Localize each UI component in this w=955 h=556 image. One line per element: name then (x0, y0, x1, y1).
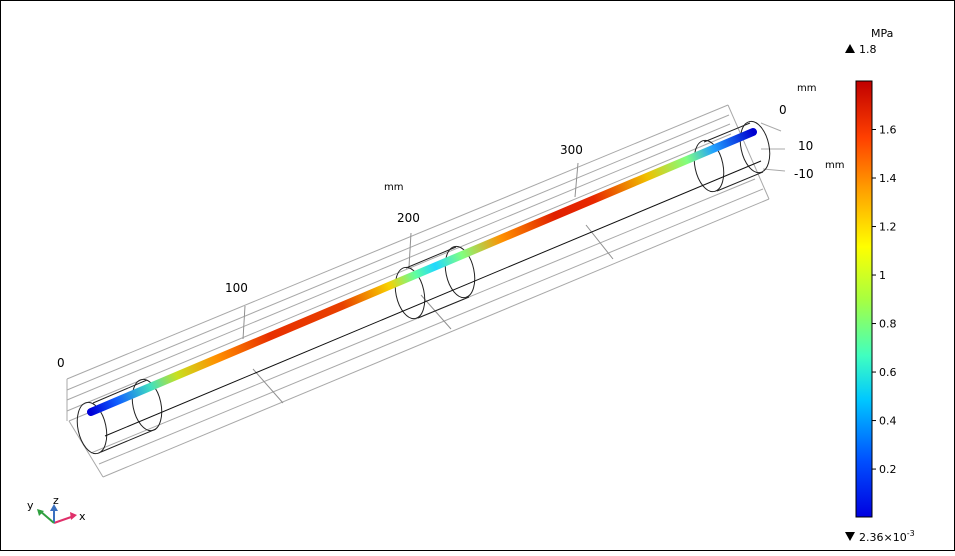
legend-tick-label: 0.8 (879, 318, 897, 331)
triad-y-label: y (27, 499, 34, 512)
legend-tick-label: 0.4 (879, 415, 897, 428)
x-axis-ticks (242, 162, 614, 404)
legend-tick-label: 0.6 (879, 366, 897, 379)
z-arrow-icon (50, 504, 58, 511)
legend-max-label: 1.8 (859, 43, 877, 56)
max-marker-icon (845, 44, 855, 53)
y-arrow-icon (37, 509, 44, 516)
legend-tick-label: 1.2 (879, 221, 897, 234)
beam-centerline (104, 160, 762, 437)
x-axis-unit: mm (384, 182, 403, 193)
x-tick-label-0: 0 (57, 356, 65, 370)
legend-colorbar (855, 80, 873, 518)
legend-tick-label: 1.4 (879, 172, 897, 185)
legend-unit: MPa (871, 27, 893, 40)
side-axis-unit-top: mm (797, 83, 816, 94)
support-cylinders (76, 120, 771, 455)
side-tick-label-10: 10 (798, 139, 813, 153)
x-tick-label-200: 200 (397, 211, 420, 225)
triad-z-label: z (53, 494, 59, 507)
min-marker-icon (845, 532, 855, 541)
x-tick-label-300: 300 (560, 143, 583, 157)
legend-tick-label: 0.2 (879, 463, 897, 476)
legend-min-label: 2.36×10-3 (859, 529, 915, 544)
side-tick-label-0: 0 (779, 103, 787, 117)
side-tick-label-neg10: -10 (794, 167, 814, 181)
axis-triad: x z y (27, 494, 86, 524)
legend-tick-label: 1 (879, 269, 886, 282)
legend-tick-label: 1.6 (879, 124, 897, 137)
x-arrow-icon (70, 512, 77, 520)
side-axis-unit-right: mm (825, 160, 844, 171)
beam-stress-plot[interactable] (87, 128, 757, 416)
triad-x-label: x (79, 510, 86, 523)
color-legend: MPa 1.8 1.6 1.4 1.2 1 0.8 0.6 0.4 0.2 2.36×10-3 (845, 27, 915, 544)
x-tick-label-100: 100 (225, 281, 248, 295)
